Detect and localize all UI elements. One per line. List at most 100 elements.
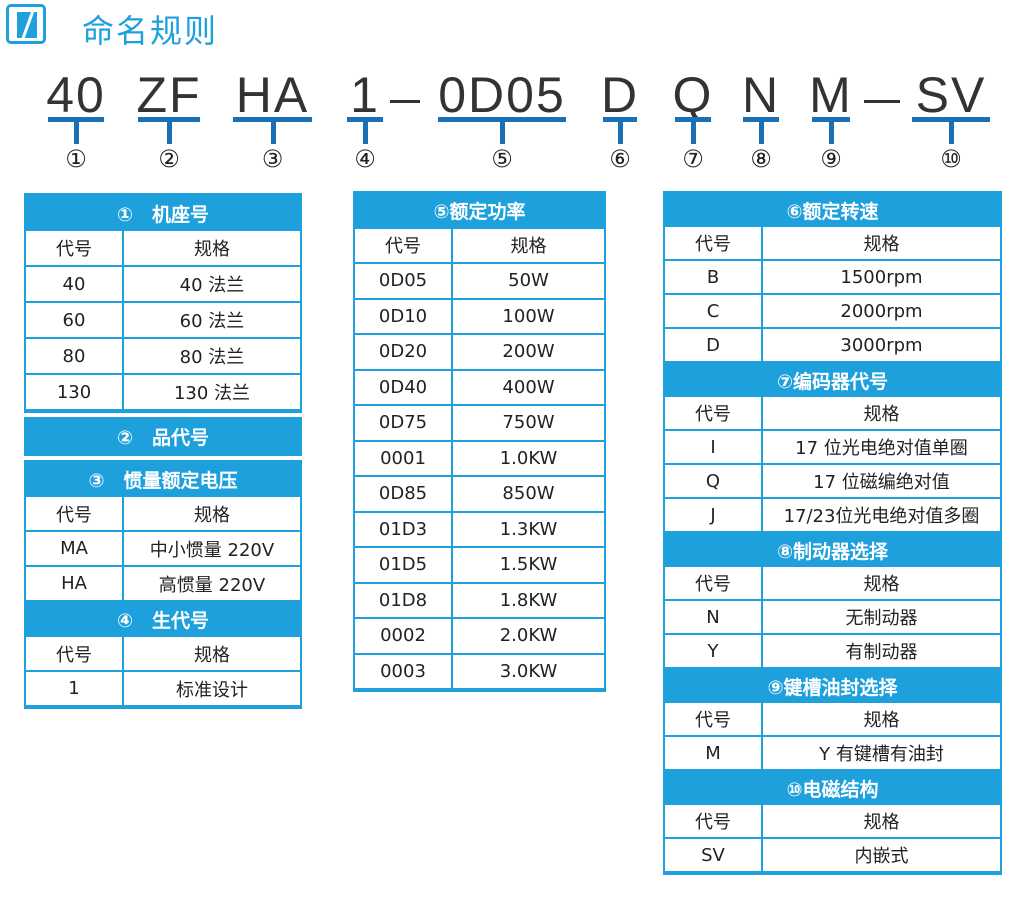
code-stem xyxy=(270,120,276,144)
code-cell: 0001 xyxy=(355,441,451,475)
spec-cell: 50W xyxy=(453,264,604,298)
table-row: 代号 规格 xyxy=(26,637,300,672)
code-cell: 代号 xyxy=(26,497,122,530)
spec-cell: 规格 xyxy=(763,227,1000,259)
table-row: D 3000rpm xyxy=(665,329,1000,363)
spec-cell: 规格 xyxy=(763,703,1000,735)
code-stem xyxy=(74,120,79,144)
table-row: N 无制动器 xyxy=(665,601,1000,635)
code-stem xyxy=(949,120,954,144)
code-cell: 代号 xyxy=(665,227,761,259)
code-cell: 代号 xyxy=(665,805,761,837)
code-part: 0D05 xyxy=(438,67,566,123)
table-row: 60 60 法兰 xyxy=(26,303,300,339)
code-index: ⑨ xyxy=(820,145,842,173)
table-row: B 1500rpm xyxy=(665,261,1000,295)
code-part: 40 xyxy=(46,67,106,123)
code-part: M xyxy=(809,67,853,123)
code-cell: 代号 xyxy=(665,397,761,429)
table-row: 代号 规格 xyxy=(665,805,1000,839)
code-cell: M xyxy=(665,737,761,769)
code-underline xyxy=(233,117,312,122)
table-mid: ⑤额定功率 代号 规格 0D05 50W 0D10 100W 0D20 200W… xyxy=(353,191,606,692)
code-cell: 0D20 xyxy=(355,335,451,369)
spec-cell: 17 位光电绝对值单圈 xyxy=(763,431,1000,463)
table-header: ④ 生代号 xyxy=(26,602,300,637)
table-header: ⑩电磁结构 xyxy=(665,771,1000,805)
table-row: 代号 规格 xyxy=(665,397,1000,431)
code-index: ⑧ xyxy=(750,145,772,173)
table-row: 代号 规格 xyxy=(665,567,1000,601)
table-header: ⑧制动器选择 xyxy=(665,533,1000,567)
table-row: 01D8 1.8KW xyxy=(355,583,604,619)
spec-cell: 规格 xyxy=(763,805,1000,837)
code-cell: HA xyxy=(26,567,122,600)
table-header: ① 机座号 xyxy=(26,195,300,231)
spec-cell: 规格 xyxy=(763,567,1000,599)
table-row: 0001 1.0KW xyxy=(355,441,604,477)
code-part: HA xyxy=(235,67,310,123)
table-row: 1 标准设计 xyxy=(26,672,300,707)
table-row: J 17/23位光电绝对值多圈 xyxy=(665,499,1000,533)
page-title: 命名规则 xyxy=(82,12,219,50)
table-row: 130 130 法兰 xyxy=(26,375,300,411)
code-underline xyxy=(438,117,566,122)
code-index: ② xyxy=(158,145,180,173)
spec-cell: 750W xyxy=(453,406,604,440)
spec-cell: 2000rpm xyxy=(763,295,1000,327)
code-part: D xyxy=(600,67,640,123)
code-index: ⑦ xyxy=(682,145,704,173)
table-row: SV 内嵌式 xyxy=(665,839,1000,873)
table-left2: ② 品代号 xyxy=(24,417,302,456)
spec-cell: 400W xyxy=(453,370,604,404)
spec-cell: 规格 xyxy=(124,497,300,530)
code-underline xyxy=(138,117,200,122)
spec-cell: 1.8KW xyxy=(453,583,604,617)
code-cell: J xyxy=(665,499,761,531)
table-header: ② 品代号 xyxy=(26,419,300,454)
spec-cell: 1.5KW xyxy=(453,548,604,582)
spec-cell: 无制动器 xyxy=(763,601,1000,633)
code-stem xyxy=(618,120,623,144)
table-row: 80 80 法兰 xyxy=(26,339,300,375)
spec-cell: 3.0KW xyxy=(453,654,604,688)
spec-cell: 1.3KW xyxy=(453,512,604,546)
spec-cell: 100W xyxy=(453,299,604,333)
code-index: ③ xyxy=(261,145,284,173)
code-cell: MA xyxy=(26,532,122,565)
code-cell: 代号 xyxy=(665,703,761,735)
table-row: Q 17 位磁编绝对值 xyxy=(665,465,1000,499)
code-cell: 0D85 xyxy=(355,477,451,511)
code-underline xyxy=(743,117,779,122)
code-cell: Y xyxy=(665,635,761,667)
table-header: ⑤额定功率 xyxy=(355,193,604,229)
spec-cell: 规格 xyxy=(124,231,300,265)
code-cell: SV xyxy=(665,839,761,871)
code-cell: D xyxy=(665,329,761,361)
table-row: 代号 规格 xyxy=(26,497,300,532)
code-underline xyxy=(912,117,990,122)
code-stem xyxy=(691,120,696,144)
table-row: 01D5 1.5KW xyxy=(355,548,604,584)
code-cell: 代号 xyxy=(26,231,122,265)
code-stem xyxy=(363,120,368,144)
table-right: ⑥额定转速 代号 规格 B 1500rpm C 2000rpm D 3000rp… xyxy=(663,191,1002,875)
code-cell: 01D8 xyxy=(355,583,451,617)
code-index: ⑩ xyxy=(940,145,962,173)
table-row: I 17 位光电绝对值单圈 xyxy=(665,431,1000,465)
code-cell: 代号 xyxy=(665,567,761,599)
spec-cell: 3000rpm xyxy=(763,329,1000,361)
logo-icon xyxy=(6,4,46,44)
code-index: ⑤ xyxy=(491,145,513,173)
code-index: ① xyxy=(65,145,87,173)
table-row: 0002 2.0KW xyxy=(355,619,604,655)
code-part: 1 xyxy=(350,67,380,123)
table-row: 代号 规格 xyxy=(665,227,1000,261)
table-row: 代号 规格 xyxy=(26,231,300,267)
table-row: 0D40 400W xyxy=(355,370,604,406)
table-row: 01D3 1.3KW xyxy=(355,512,604,548)
table-row: C 2000rpm xyxy=(665,295,1000,329)
code-part: N xyxy=(741,67,781,123)
table-header: ⑦编码器代号 xyxy=(665,363,1000,397)
spec-cell: 850W xyxy=(453,477,604,511)
